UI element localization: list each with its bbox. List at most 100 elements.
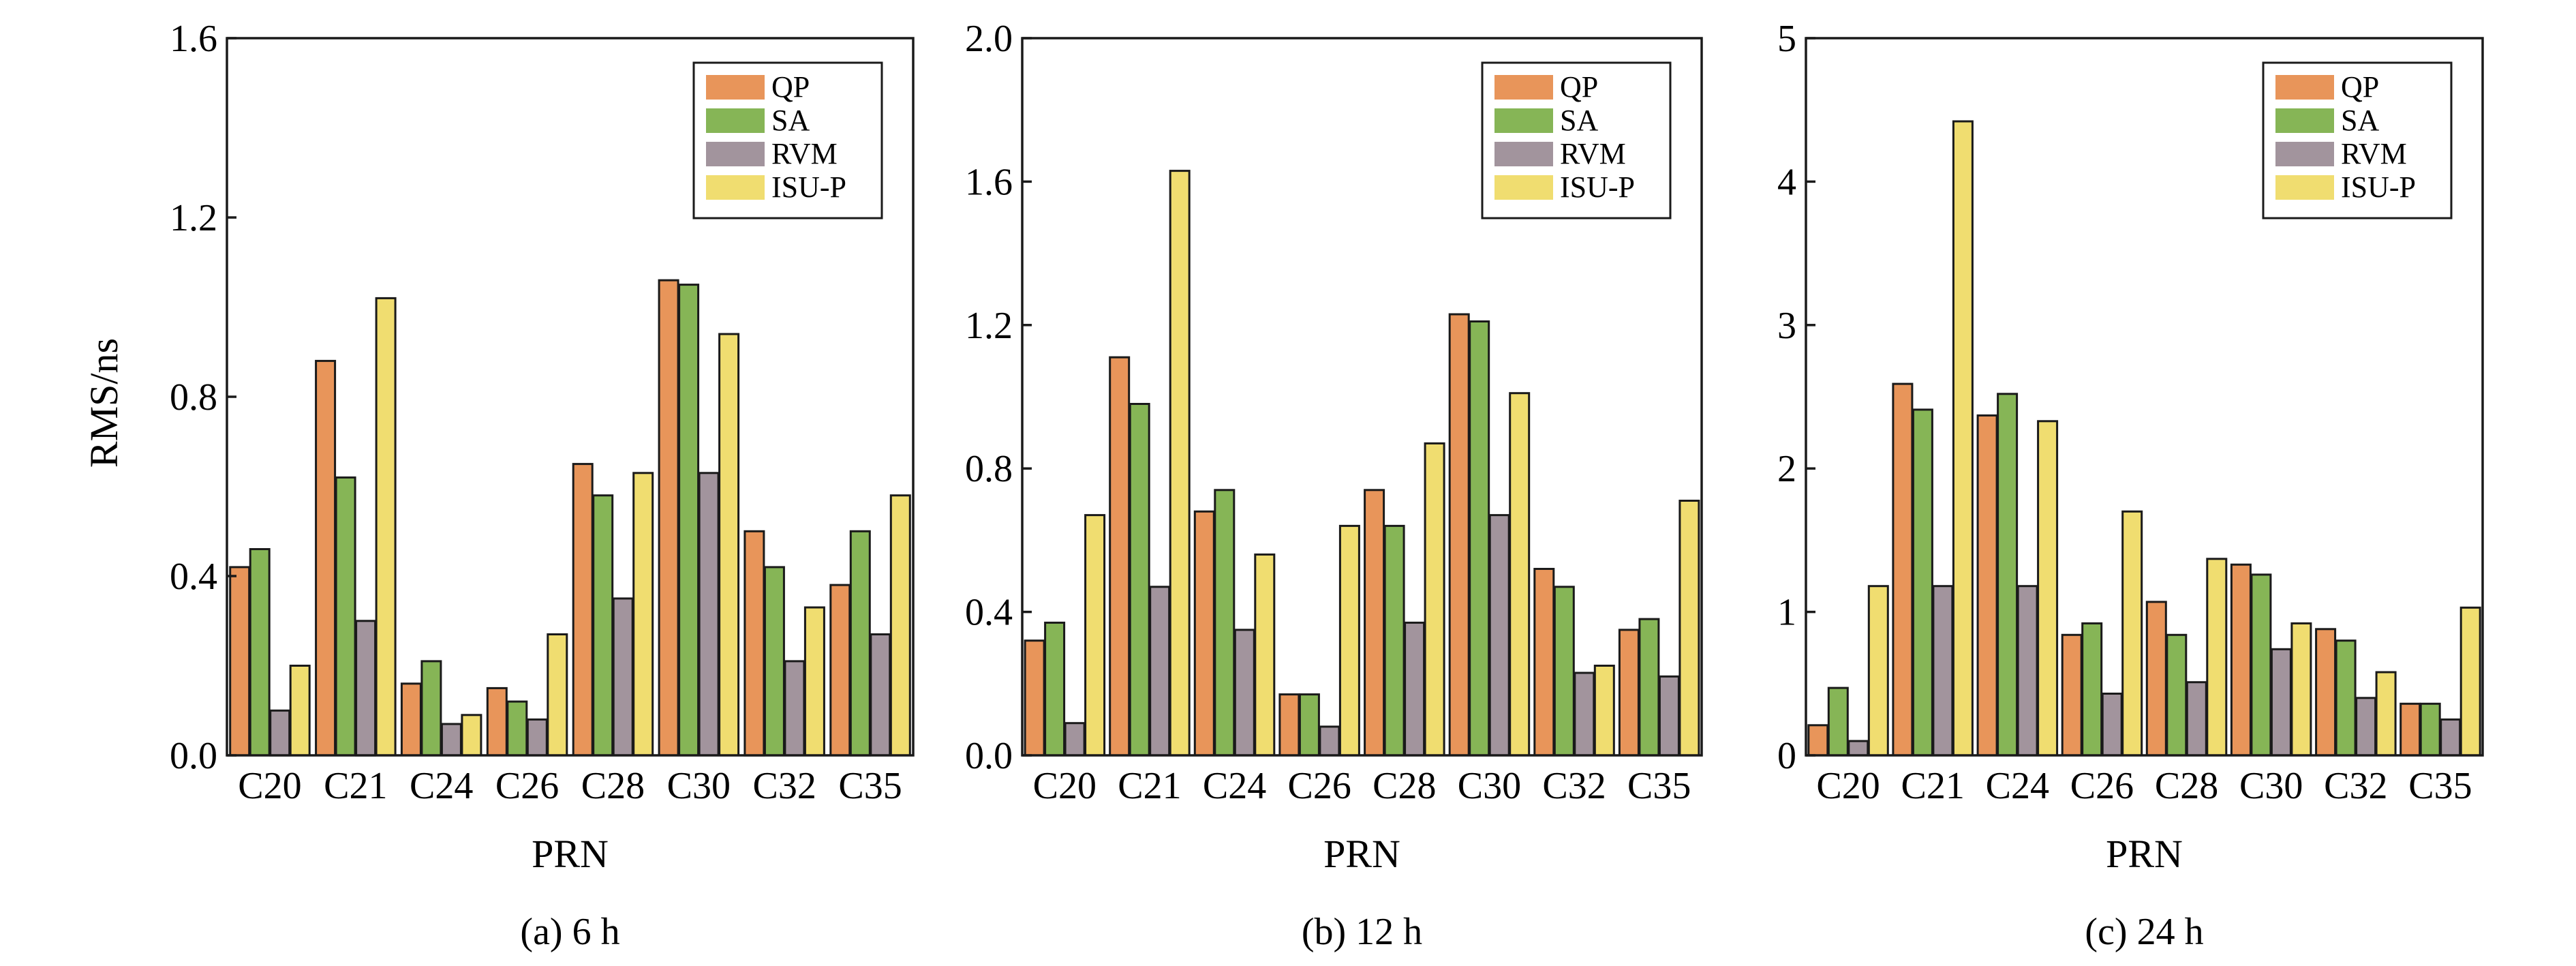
bar-sa-c21 [1129,403,1150,757]
bar-rvm-c21 [1932,585,1954,757]
bar-sa-c21 [1912,408,1933,757]
bar-isup-c26 [1338,524,1360,757]
panel-caption: (a) 6 h [520,911,619,953]
bar-sa-c35 [2419,702,2441,757]
y-tick-label: 0.0 [965,735,1013,777]
x-tick-label-c24: C24 [1203,765,1266,807]
bar-qp-c32 [743,530,765,757]
legend-swatch-isup [1494,175,1553,200]
y-tick-label: 5 [1777,18,1796,60]
bar-qp-c24 [400,682,422,757]
y-tick-label: 1 [1777,592,1796,634]
bar-rvm-c30 [698,472,720,757]
bar-qp-c28 [1364,489,1385,757]
legend-swatch-rvm [2275,142,2334,166]
y-tick-label: 0.8 [170,376,217,419]
bar-isup-c20 [1084,514,1106,757]
legend-swatch-qp [2275,75,2334,100]
x-tick-label-c30: C30 [1458,765,1521,807]
y-tick-label: 4 [1777,161,1796,203]
bar-isup-c32 [1593,665,1615,757]
bar-isup-c28 [632,472,654,757]
bar-sa-c30 [2250,573,2272,757]
y-tick-label: 0 [1777,735,1796,777]
bar-sa-c32 [763,566,785,757]
x-tick-label-c32: C32 [1542,765,1606,807]
y-tick-label: 1.6 [170,18,217,60]
bar-qp-c26 [486,686,508,757]
x-tick-label-c30: C30 [667,765,731,807]
bar-qp-c30 [1448,313,1470,757]
legend-swatch-qp [1494,75,1553,100]
bar-qp-c20 [1807,724,1829,757]
x-tick-label-c35: C35 [838,765,902,807]
bar-qp-c26 [2061,633,2083,757]
legend-swatch-sa [706,108,765,133]
bar-sa-c20 [249,548,271,757]
x-tick-label-c30: C30 [2239,765,2303,807]
legend-label-isup: ISU-P [1560,170,1635,204]
legend-label-qp: QP [771,70,810,104]
bar-rvm-c32 [2355,697,2377,757]
bar-rvm-c28 [2186,681,2207,757]
bar-qp-c24 [1193,510,1215,757]
bar-rvm-c32 [784,660,806,757]
bar-qp-c30 [2230,563,2252,757]
bar-rvm-c32 [1574,671,1595,757]
bar-qp-c35 [829,584,851,757]
legend-swatch-isup [706,175,765,200]
x-tick-label-c35: C35 [1627,765,1691,807]
bar-rvm-c20 [1847,740,1869,757]
panel-caption: (b) 12 h [1302,911,1422,953]
legend-swatch-rvm [706,142,765,166]
x-tick-label-c26: C26 [495,765,559,807]
bar-sa-c24 [1997,393,2019,757]
bar-rvm-c28 [612,597,634,757]
panel-caption: (c) 24 h [2085,911,2203,953]
y-tick-label: 0.8 [965,448,1013,490]
chart-panel-b: C20 C21 C24 C26 C28 C30 C32 C35 0.0 0.4 0.8 1.2 1.6 2… [965,18,1703,953]
legend-swatch-qp [706,75,765,100]
bar-qp-c20 [1024,639,1045,757]
bar-isup-c20 [289,665,311,757]
x-tick-label-c28: C28 [581,765,645,807]
bar-rvm-c26 [526,718,548,757]
bar-sa-c20 [1044,621,1066,757]
legend-label-sa: SA [1560,104,1598,137]
legend-label-rvm: RVM [1560,137,1626,170]
y-axis-title: RMS/ns [82,338,126,468]
bar-qp-c24 [1976,414,1998,757]
legend-label-isup: ISU-P [2341,170,2416,204]
bar-isup-c32 [2375,671,2397,757]
x-tick-label-c20: C20 [238,765,301,807]
bar-isup-c30 [1509,392,1531,757]
bar-qp-c20 [229,566,251,757]
legend-label-rvm: RVM [2341,137,2407,170]
bar-sa-c24 [1214,489,1236,757]
x-tick-label-c26: C26 [2070,765,2134,807]
x-tick-label-c20: C20 [1033,765,1097,807]
bar-sa-c20 [1827,686,1849,757]
bar-qp-c21 [315,359,337,757]
y-tick-label: 0.4 [170,556,217,598]
x-tick-label-c20: C20 [1816,765,1880,807]
bar-sa-c26 [506,700,528,757]
plot-frame [1805,37,2484,757]
bar-isup-c30 [718,333,740,757]
bar-sa-c26 [1298,693,1320,757]
bar-isup-c30 [2290,622,2312,757]
x-axis-title: PRN [1323,832,1400,876]
bar-qp-c28 [2145,601,2167,757]
bar-qp-c32 [2315,628,2337,757]
legend-swatch-isup [2275,175,2334,200]
bar-rvm-c24 [2017,585,2038,757]
bar-qp-c21 [1892,382,1914,757]
bar-isup-c26 [547,633,568,757]
bar-qp-c30 [658,279,679,757]
x-tick-label-c28: C28 [1373,765,1436,807]
legend-swatch-sa [2275,108,2334,133]
y-tick-label: 0.4 [965,592,1013,634]
